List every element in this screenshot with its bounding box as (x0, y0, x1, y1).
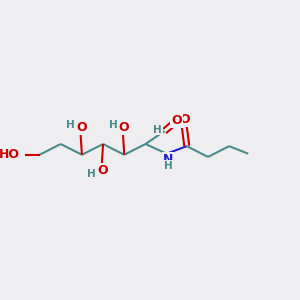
Text: H: H (87, 169, 96, 179)
Text: O: O (171, 115, 181, 128)
Text: H: H (109, 120, 117, 130)
Text: H: H (153, 124, 162, 135)
Text: O: O (98, 164, 108, 178)
Text: HO: HO (0, 148, 20, 161)
Text: O: O (179, 112, 190, 126)
Text: O: O (76, 121, 87, 134)
Text: H: H (66, 120, 75, 130)
Text: H: H (164, 161, 172, 171)
Text: N: N (163, 153, 173, 166)
Text: O: O (119, 121, 129, 134)
